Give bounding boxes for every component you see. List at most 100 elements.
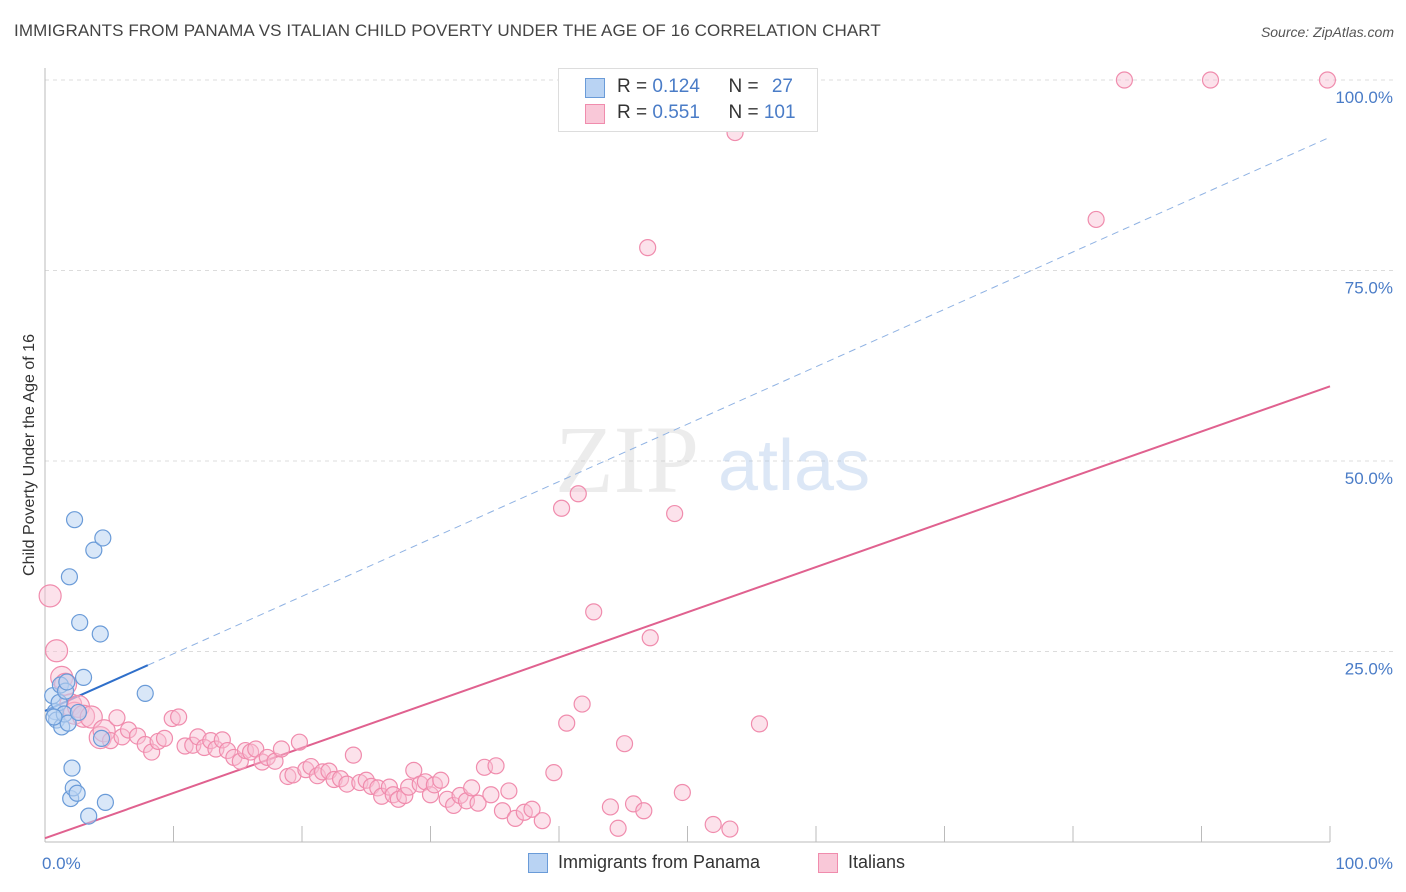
point-panama — [45, 708, 63, 726]
legend-r-label: R = — [617, 102, 653, 123]
point-italians — [506, 809, 524, 827]
point-italians — [552, 499, 571, 517]
point-panama — [92, 729, 111, 747]
point-italians — [523, 800, 541, 818]
point-italians — [585, 603, 603, 621]
legend-n-label: N = — [728, 76, 764, 97]
point-italians — [338, 775, 356, 793]
legend-n-value-panama: 27 — [771, 76, 793, 97]
point-italians — [601, 798, 620, 816]
point-italians — [362, 777, 380, 795]
point-italians — [750, 715, 769, 733]
axes — [44, 68, 1331, 843]
chart-title: IMMIGRANTS FROM PANAMA VS ITALIAN CHILD … — [14, 21, 881, 40]
bottom-legend-label-panama: Immigrants from Panama — [558, 852, 761, 872]
point-italians — [624, 795, 643, 813]
point-italians — [396, 786, 414, 805]
legend-swatch-italians — [585, 104, 605, 124]
point-italians — [143, 743, 161, 761]
point-italians — [213, 731, 231, 749]
point-italians — [253, 753, 271, 771]
point-italians — [493, 802, 512, 820]
point-italians — [545, 764, 563, 782]
point-panama — [71, 613, 89, 632]
point-italians — [469, 794, 487, 812]
watermark: ZIP atlas — [555, 406, 870, 513]
point-panama — [94, 529, 112, 547]
point-panama — [85, 541, 103, 559]
point-italians — [242, 743, 260, 761]
point-italians — [325, 770, 343, 789]
y-tick-label: 75.0% — [1345, 279, 1393, 298]
point-panama — [68, 784, 86, 802]
y-tick-label: 50.0% — [1345, 469, 1393, 488]
point-italians — [641, 629, 659, 647]
trend-line-panama-extension — [147, 136, 1331, 666]
point-italians — [1318, 71, 1337, 89]
point-italians — [463, 779, 481, 797]
point-panama — [136, 684, 154, 703]
point-italians — [218, 741, 237, 760]
point-italians — [284, 766, 302, 784]
point-italians — [673, 783, 691, 802]
legend-r-value-panama: 0.124 — [652, 76, 700, 97]
point-italians — [272, 740, 291, 758]
point-panama — [96, 793, 114, 811]
point-panama — [91, 625, 109, 643]
point-italians — [44, 639, 69, 663]
point-italians — [170, 708, 188, 726]
point-italians — [1201, 71, 1220, 89]
point-panama — [63, 759, 81, 777]
point-italians — [573, 695, 591, 713]
x-tick-label: 0.0% — [42, 854, 81, 873]
point-italians — [438, 790, 456, 808]
point-panama — [69, 703, 88, 722]
point-italians — [163, 709, 181, 728]
watermark-atlas: atlas — [718, 426, 870, 506]
gridlines — [45, 79, 1395, 652]
legend: R = 0.124 N = 27 R = 0.551 N = 101 — [558, 68, 818, 132]
point-italians — [155, 729, 174, 747]
y-tick-label: 100.0% — [1335, 88, 1393, 107]
point-italians — [569, 485, 587, 503]
point-panama — [60, 568, 79, 586]
point-italians — [1087, 210, 1105, 229]
point-italians — [500, 782, 518, 800]
legend-r-value-italians: 0.551 — [652, 102, 700, 123]
point-italians — [38, 584, 62, 608]
point-panama — [80, 807, 98, 825]
point-italians — [666, 504, 684, 523]
point-italians — [639, 239, 657, 257]
watermark-zip: ZIP — [555, 406, 699, 513]
point-panama — [59, 714, 77, 732]
point-italians — [615, 735, 634, 753]
x-tick-label: 100.0% — [1335, 854, 1393, 873]
legend-r-label: R = — [617, 76, 653, 97]
point-italians — [704, 815, 722, 834]
bottom-legend-label-italians: Italians — [848, 852, 906, 872]
y-axis-label: Child Poverty Under the Age of 16 — [21, 334, 38, 576]
y-tick-label: 25.0% — [1345, 660, 1393, 679]
source-label: Source: ZipAtlas.com — [1260, 24, 1394, 40]
point-italians — [189, 728, 207, 746]
legend-swatch-panama — [585, 78, 605, 98]
legend-n-label: N = — [728, 102, 764, 123]
point-italians — [558, 714, 576, 732]
point-italians — [421, 786, 440, 804]
point-italians — [258, 748, 276, 767]
point-panama — [65, 511, 84, 529]
point-italians — [432, 771, 450, 789]
trend-line-italians — [44, 385, 1331, 840]
point-italians — [119, 721, 138, 739]
point-italians — [487, 757, 505, 775]
point-italians — [344, 746, 362, 764]
point-italians — [290, 733, 309, 751]
y-tick-labels: 25.0% 50.0% 75.0% 100.0% — [1335, 88, 1393, 679]
point-italians — [609, 819, 627, 837]
data-points — [38, 71, 1337, 838]
point-italians — [533, 812, 551, 830]
x-tick-labels: 0.0% 100.0% — [42, 854, 1393, 873]
point-italians — [445, 796, 463, 815]
point-italians — [721, 820, 739, 838]
